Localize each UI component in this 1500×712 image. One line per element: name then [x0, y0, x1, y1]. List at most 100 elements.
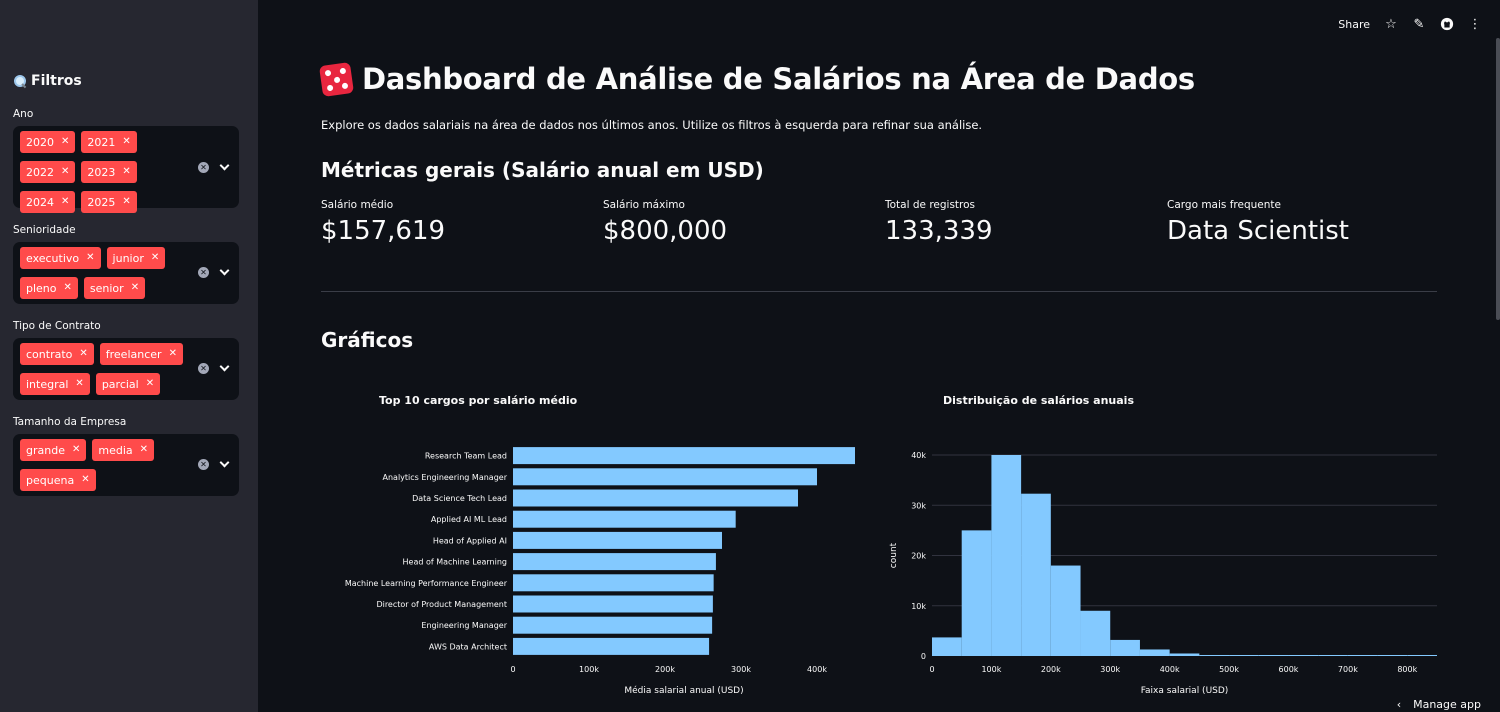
- x-tick-label: 300k: [731, 665, 751, 674]
- remove-tag-icon[interactable]: ✕: [75, 378, 84, 389]
- tag-chip[interactable]: pleno ✕: [20, 277, 78, 299]
- tag-list: contrato ✕ freelancer ✕ integral ✕ parcial ✕: [20, 343, 195, 395]
- remove-tag-icon[interactable]: ✕: [61, 166, 70, 177]
- histogram-bar: [932, 637, 962, 656]
- x-tick-label: 100k: [981, 665, 1001, 674]
- metrics-heading: Métricas gerais (Salário anual em USD): [321, 158, 764, 182]
- bar: [513, 616, 713, 634]
- remove-tag-icon[interactable]: ✕: [150, 252, 160, 263]
- remove-tag-icon[interactable]: ✕: [81, 474, 90, 485]
- metric-label: Salário médio: [321, 199, 394, 211]
- chevron-down-icon[interactable]: [219, 160, 230, 171]
- tag-chip[interactable]: freelancer ✕: [99, 343, 183, 365]
- remove-tag-icon[interactable]: ✕: [86, 252, 95, 263]
- remove-tag-icon[interactable]: ✕: [139, 444, 149, 455]
- clear-all-icon[interactable]: ✕: [198, 162, 209, 173]
- remove-tag-icon[interactable]: ✕: [61, 136, 70, 147]
- category-label: Engineering Manager: [421, 621, 507, 630]
- remove-tag-icon[interactable]: ✕: [122, 166, 131, 177]
- y-tick-label: 30k: [911, 501, 926, 510]
- metric-label: Salário máximo: [603, 199, 685, 211]
- x-tick-label: 700k: [1338, 665, 1358, 674]
- chevron-down-icon[interactable]: [219, 457, 230, 468]
- remove-tag-icon[interactable]: ✕: [63, 282, 72, 293]
- remove-tag-icon[interactable]: ✕: [71, 444, 81, 455]
- tag-chip[interactable]: media ✕: [92, 439, 155, 461]
- tag-chip[interactable]: 2022 ✕: [20, 161, 76, 183]
- histogram-bar: [1377, 655, 1408, 656]
- metric-value: 133,339: [885, 216, 993, 246]
- remove-tag-icon[interactable]: ✕: [122, 136, 131, 147]
- edit-pencil-icon[interactable]: ✎: [1413, 16, 1425, 32]
- main-content: Share ☆ ✎ ⋮ Dashboard de Análise de Salá…: [258, 0, 1500, 712]
- multiselect-tamanho-empresa[interactable]: grande ✕ media ✕ pequena ✕ ✕: [13, 434, 239, 496]
- y-tick-label: 0: [921, 652, 926, 661]
- y-axis-title: count: [889, 542, 899, 568]
- chevron-left-icon: ‹: [1396, 698, 1402, 711]
- manage-app-label: Manage app: [1413, 698, 1481, 711]
- remove-tag-icon[interactable]: ✕: [122, 196, 131, 207]
- charts-heading: Gráficos: [321, 328, 414, 352]
- tag-chip[interactable]: integral ✕: [20, 373, 90, 395]
- x-axis-title: Média salarial anual (USD): [624, 685, 743, 696]
- tag-chip[interactable]: executivo ✕: [20, 247, 101, 269]
- histogram-bar: [1318, 655, 1348, 656]
- clear-all-icon[interactable]: ✕: [198, 267, 209, 278]
- filter-label-senioridade: Senioridade: [13, 224, 76, 236]
- x-tick-label: 200k: [655, 665, 675, 674]
- multiselect-tipo-contrato[interactable]: contrato ✕ freelancer ✕ integral ✕ parcial ✕…: [13, 338, 239, 400]
- chevron-down-icon[interactable]: [219, 265, 230, 276]
- multiselect-ano[interactable]: 2020 ✕ 2021 ✕ 2022 ✕ 2023 ✕ 2024 ✕ 2025 ✕ ✕: [13, 126, 239, 213]
- y-tick-label: 10k: [911, 602, 926, 611]
- top-cargos-bar-chart: Research Team Lead Analytics Engineering …: [345, 447, 855, 696]
- tag-chip[interactable]: parcial ✕: [95, 373, 161, 395]
- metric-total-registros: Total de registros 133,339: [885, 199, 993, 246]
- remove-tag-icon[interactable]: ✕: [130, 282, 140, 293]
- chevron-down-icon[interactable]: [219, 361, 230, 372]
- tag-chip[interactable]: 2025 ✕: [81, 191, 137, 213]
- category-label: AWS Data Architect: [429, 642, 507, 651]
- manage-app-button[interactable]: ‹ Manage app: [1397, 698, 1481, 711]
- metric-salario-medio: Salário médio $157,619: [321, 199, 445, 246]
- category-label: Machine Learning Performance Engineer: [345, 579, 508, 588]
- x-tick-label: 100k: [579, 665, 599, 674]
- star-icon[interactable]: ☆: [1385, 16, 1397, 32]
- filter-label-tipo-contrato: Tipo de Contrato: [13, 320, 101, 332]
- clear-all-icon[interactable]: ✕: [198, 363, 209, 374]
- game-die-icon: [318, 61, 355, 97]
- clear-all-icon[interactable]: ✕: [198, 459, 209, 470]
- remove-tag-icon[interactable]: ✕: [61, 196, 70, 207]
- magnifier-icon: [13, 74, 27, 88]
- share-button[interactable]: Share: [1338, 17, 1370, 31]
- histogram-bar: [1258, 655, 1289, 656]
- sidebar: Filtros Ano 2020 ✕ 2021 ✕ 2022 ✕ 2023 ✕ 2024…: [0, 0, 258, 712]
- histogram-bar: [1080, 610, 1111, 656]
- category-label: Head of Machine Learning: [403, 558, 507, 567]
- tag-list: grande ✕ media ✕ pequena ✕: [20, 439, 195, 491]
- category-label: Head of Applied AI: [433, 536, 507, 545]
- tag-chip[interactable]: 2021 ✕: [81, 131, 137, 153]
- bar: [513, 595, 713, 613]
- tag-list: executivo ✕ junior ✕ pleno ✕ senior ✕: [20, 247, 195, 299]
- remove-tag-icon[interactable]: ✕: [145, 378, 155, 389]
- tag-chip[interactable]: grande ✕: [20, 439, 87, 461]
- remove-tag-icon[interactable]: ✕: [79, 348, 88, 359]
- tag-chip[interactable]: 2023 ✕: [81, 161, 137, 183]
- github-icon[interactable]: [1440, 17, 1454, 31]
- category-label: Data Science Tech Lead: [412, 494, 507, 503]
- multiselect-senioridade[interactable]: executivo ✕ junior ✕ pleno ✕ senior ✕ ✕: [13, 242, 239, 304]
- tag-chip[interactable]: 2024 ✕: [20, 191, 76, 213]
- tag-chip[interactable]: 2020 ✕: [20, 131, 76, 153]
- x-axis-title: Faixa salarial (USD): [1141, 686, 1229, 696]
- x-tick-label: 400k: [807, 665, 827, 674]
- x-tick-label: 800k: [1397, 665, 1417, 674]
- remove-tag-icon[interactable]: ✕: [168, 348, 177, 359]
- scrollbar[interactable]: [1496, 38, 1500, 320]
- metric-value: $157,619: [321, 216, 446, 246]
- tag-chip[interactable]: senior ✕: [83, 277, 146, 299]
- more-menu-icon[interactable]: ⋮: [1468, 16, 1482, 32]
- tag-chip[interactable]: contrato ✕: [20, 343, 94, 365]
- tag-chip[interactable]: pequena ✕: [20, 469, 96, 491]
- tag-chip[interactable]: junior ✕: [106, 247, 166, 269]
- page-subtitle: Explore os dados salariais na área de da…: [321, 118, 983, 132]
